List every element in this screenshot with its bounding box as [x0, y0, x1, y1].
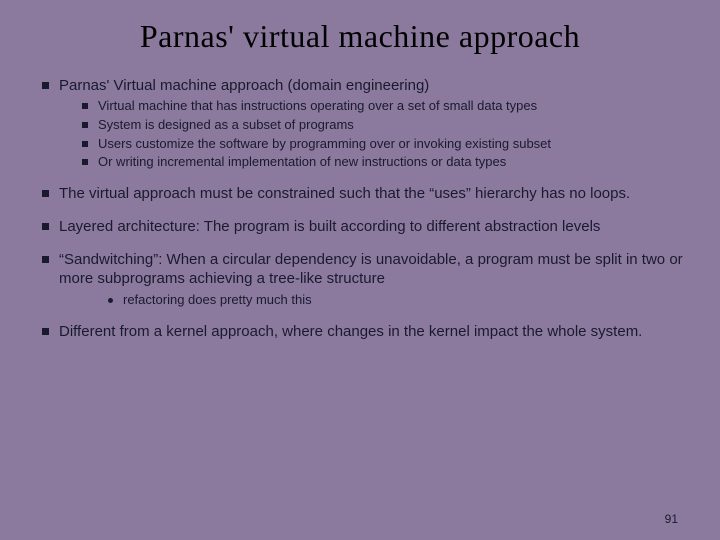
square-bullet-icon — [82, 159, 88, 165]
note-item: refactoring does pretty much this — [108, 292, 684, 309]
sub-bullet-text: System is designed as a subset of progra… — [98, 117, 354, 134]
note-text: refactoring does pretty much this — [123, 292, 312, 309]
bullet-text: “Sandwitching”: When a circular dependen… — [59, 251, 684, 289]
bullet-text: Layered architecture: The program is bui… — [59, 218, 600, 237]
bullet-item: “Sandwitching”: When a circular dependen… — [42, 251, 684, 289]
square-bullet-icon — [82, 103, 88, 109]
square-bullet-icon — [42, 82, 49, 89]
dot-bullet-icon — [108, 298, 113, 303]
bullet-text: Parnas' Virtual machine approach (domain… — [59, 77, 429, 96]
sub-bullet-item: System is designed as a subset of progra… — [82, 117, 684, 134]
sub-bullet-text: Virtual machine that has instructions op… — [98, 98, 537, 115]
square-bullet-icon — [42, 223, 49, 230]
square-bullet-icon — [42, 190, 49, 197]
bullet-text: The virtual approach must be constrained… — [59, 185, 630, 204]
square-bullet-icon — [82, 122, 88, 128]
page-number: 91 — [665, 512, 678, 526]
sub-bullet-item: Virtual machine that has instructions op… — [82, 98, 684, 115]
sub-bullet-text: Users customize the software by programm… — [98, 136, 551, 153]
bullet-item: Parnas' Virtual machine approach (domain… — [42, 77, 684, 96]
sub-bullet-item: Users customize the software by programm… — [82, 136, 684, 153]
bullet-item: The virtual approach must be constrained… — [42, 185, 684, 204]
bullet-item: Layered architecture: The program is bui… — [42, 218, 684, 237]
bullet-text: Different from a kernel approach, where … — [59, 323, 642, 342]
square-bullet-icon — [42, 256, 49, 263]
sub-bullet-item: Or writing incremental implementation of… — [82, 154, 684, 171]
square-bullet-icon — [82, 141, 88, 147]
bullet-item: Different from a kernel approach, where … — [42, 323, 684, 342]
square-bullet-icon — [42, 328, 49, 335]
slide-title: Parnas' virtual machine approach — [36, 18, 684, 55]
slide: Parnas' virtual machine approach Parnas'… — [0, 0, 720, 540]
sub-bullet-text: Or writing incremental implementation of… — [98, 154, 506, 171]
